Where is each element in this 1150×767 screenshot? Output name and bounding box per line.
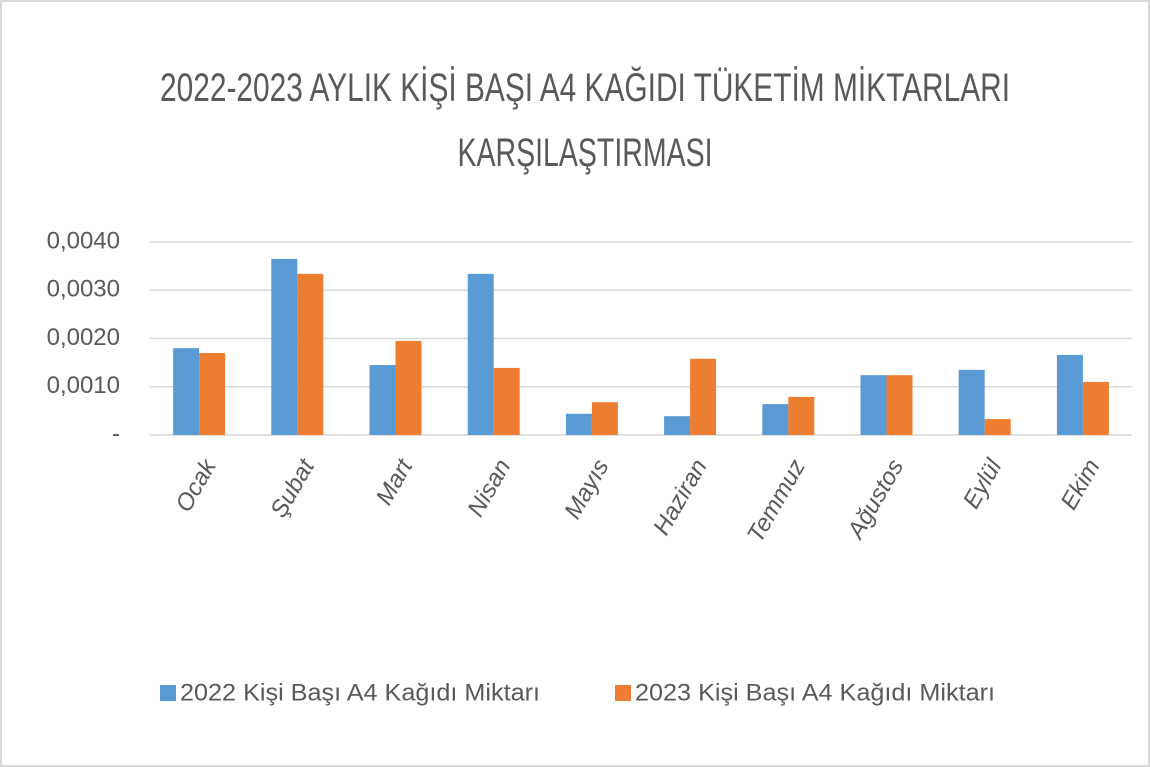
- legend-swatch: [160, 685, 176, 701]
- y-tick-label: -: [112, 420, 120, 447]
- bar: [467, 273, 494, 435]
- y-tick-label: 0,0010: [47, 372, 120, 399]
- legend-label: 2023 Kişi Başı A4 Kağıdı Miktarı: [635, 679, 995, 706]
- bar: [1056, 354, 1083, 435]
- bar: [762, 404, 789, 435]
- bar: [565, 413, 592, 435]
- bar: [369, 365, 396, 435]
- bar: [664, 416, 691, 435]
- bar: [690, 358, 717, 435]
- legend-label: 2022 Kişi Başı A4 Kağıdı Miktarı: [180, 679, 540, 706]
- bar: [271, 258, 298, 435]
- bar: [591, 402, 618, 435]
- y-tick-label: 0,0020: [47, 324, 120, 351]
- bar: [860, 375, 887, 435]
- bar: [1082, 381, 1109, 435]
- bar: [958, 369, 985, 435]
- bar: [984, 419, 1011, 435]
- bar: [199, 352, 226, 435]
- bar: [173, 348, 200, 435]
- bar: [788, 396, 815, 435]
- bar: [297, 273, 324, 435]
- legend-swatch: [615, 685, 631, 701]
- chart-title: 2022-2023 AYLIK KİŞİ BAŞI A4 KAĞIDI TÜKE…: [160, 65, 1010, 175]
- bar: [395, 340, 422, 435]
- y-tick-label: 0,0030: [47, 276, 120, 303]
- y-tick-label: 0,0040: [47, 227, 120, 254]
- bar: [886, 375, 913, 435]
- bar: [493, 367, 520, 435]
